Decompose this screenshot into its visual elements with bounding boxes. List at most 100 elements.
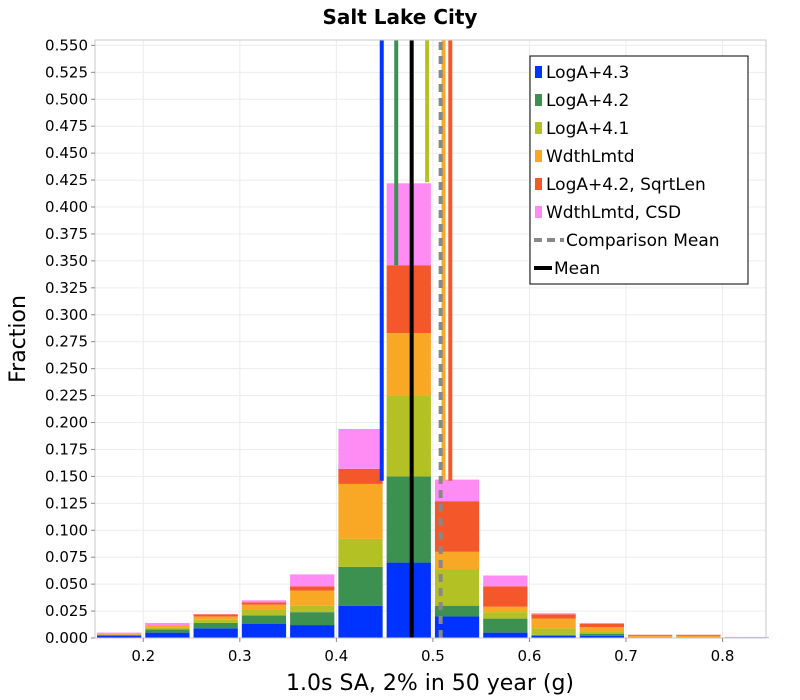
legend-box (529, 55, 749, 285)
bar-segment (290, 612, 335, 626)
bar-segment (434, 616, 480, 638)
bar-segment (97, 633, 142, 635)
legend-label: LogA+4.3 (546, 63, 629, 83)
bar-segment (290, 625, 335, 638)
bar-segment (531, 614, 576, 619)
bar-segment (531, 635, 576, 638)
bar-segment (338, 428, 383, 469)
y-tick-label: 0.300 (45, 306, 88, 324)
bar-segment (97, 634, 142, 636)
bar-segment (97, 635, 142, 638)
x-tick-label: 0.7 (614, 647, 638, 665)
bar-segment (579, 627, 625, 632)
bar-segment (386, 476, 431, 563)
legend-swatch (535, 66, 542, 78)
bar-segment (193, 619, 238, 623)
legend-label: Mean (554, 259, 600, 279)
legend-label: WdthLmtd (546, 147, 635, 167)
bar-segment (434, 479, 480, 502)
y-tick-label: 0.100 (45, 521, 88, 539)
y-tick-label: 0.550 (45, 36, 88, 54)
legend-swatch (535, 206, 542, 218)
bar-segment (338, 605, 383, 638)
bar-segment (483, 632, 528, 638)
y-tick-label: 0.275 (45, 333, 88, 351)
y-tick-label: 0.475 (45, 117, 88, 135)
bar-segment (628, 636, 673, 638)
y-tick-label: 0.150 (45, 467, 88, 485)
bar-segment (193, 614, 238, 617)
y-tick-label: 0.075 (45, 548, 88, 566)
bar-segment (241, 615, 287, 624)
bar-segment (579, 622, 625, 624)
y-tick-label: 0.450 (45, 144, 88, 162)
bar-segment (531, 618, 576, 629)
bar-segment (628, 635, 673, 637)
bar-segment (97, 632, 142, 634)
bar-segment (628, 634, 673, 636)
bar-segment (145, 632, 190, 638)
legend-label: LogA+4.2 (546, 91, 629, 111)
bar-segment (579, 623, 625, 628)
x-tick-label: 0.8 (711, 647, 735, 665)
x-tick-label: 0.4 (324, 647, 348, 665)
bar-segment (483, 618, 528, 633)
y-tick-label: 0.125 (45, 494, 88, 512)
bar-segment (483, 612, 528, 619)
x-tick-label: 0.2 (131, 647, 155, 665)
bar-segment (676, 635, 721, 638)
y-tick-label: 0.225 (45, 387, 88, 405)
legend-swatch (535, 94, 542, 106)
legend-swatch (535, 178, 542, 190)
y-tick-label: 0.025 (45, 602, 88, 620)
bar-segment (386, 333, 431, 396)
bar-segment (241, 602, 287, 605)
bar-segment (193, 622, 238, 629)
plot-frame (94, 39, 767, 639)
y-tick-label: 0.050 (45, 575, 88, 593)
y-tick-label: 0.000 (45, 629, 88, 647)
y-axis-ticks: 0.000 0.025 0.050 0.075 0.100 0.125 0.150 0.175… (45, 36, 95, 647)
y-tick-label: 0.500 (45, 90, 88, 108)
y-tick-label: 0.250 (45, 360, 88, 378)
bar-segment (531, 613, 576, 615)
bar-segment (145, 625, 190, 628)
bar-segment (193, 628, 238, 638)
y-tick-label: 0.375 (45, 225, 88, 243)
bar-segment (241, 600, 287, 603)
y-tick-label: 0.400 (45, 198, 88, 216)
y-axis-label: Fraction (6, 295, 31, 383)
bar-segment (241, 623, 287, 638)
y-tick-label: 0.200 (45, 414, 88, 432)
legend-label: LogA+4.1 (546, 119, 629, 139)
legend-label: WdthLmtd, CSD (546, 203, 681, 223)
bar-segment (676, 634, 721, 636)
y-tick-label: 0.525 (45, 63, 88, 81)
x-tick-label: 0.5 (421, 647, 445, 665)
stacked-bars (97, 183, 769, 638)
bar-segment (724, 636, 769, 638)
bar-segment (386, 395, 431, 477)
bar-segment (290, 605, 335, 613)
legend: LogA+4.3 LogA+4.2 LogA+4.1 WdthLmtd LogA+4.2… (529, 55, 749, 285)
bar-segment (579, 635, 625, 638)
bar-segment (434, 551, 480, 570)
bar-segment (579, 631, 625, 634)
bar-segment (193, 616, 238, 620)
y-tick-label: 0.425 (45, 171, 88, 189)
bar-segment (290, 586, 335, 591)
bar-segment (531, 628, 576, 635)
mean-lines (379, 40, 453, 638)
x-axis-ticks: 0.2 0.3 0.4 0.5 0.6 0.7 0.8 (131, 638, 734, 665)
legend-swatch (535, 150, 542, 162)
bar-segment (434, 605, 480, 617)
bar-segment (290, 590, 335, 606)
bar-segment (338, 483, 383, 539)
x-tick-label: 0.3 (228, 647, 252, 665)
bar-segment (290, 574, 335, 587)
bar-segment (145, 629, 190, 633)
bar-segment (483, 575, 528, 587)
legend-swatch (535, 122, 542, 134)
bar-segment (241, 604, 287, 610)
